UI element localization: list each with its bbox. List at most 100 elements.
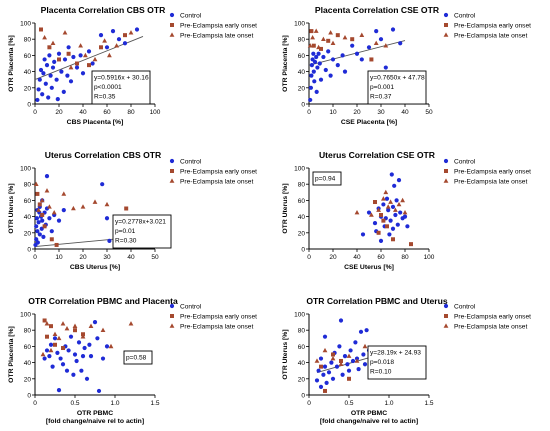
chart-panel-2: Placenta Correlation CSE OTR020406080100… <box>282 5 531 126</box>
y-tick-label: 60 <box>298 198 306 205</box>
x-tick-label: 1.5 <box>150 400 159 407</box>
data-point <box>128 30 134 35</box>
stats-text: p=0.01 <box>115 228 136 235</box>
data-point <box>104 201 110 207</box>
series-triangle <box>307 28 389 50</box>
data-point <box>53 342 57 347</box>
data-point <box>50 364 55 369</box>
data-point <box>40 212 45 217</box>
legend-label: Pre-Eclampsia late onset <box>454 179 527 186</box>
y-tick-label: 20 <box>24 85 32 92</box>
data-point <box>48 347 54 353</box>
stats-text: p=0.018 <box>370 359 394 366</box>
x-tick-label: 20 <box>79 254 87 261</box>
chart-panel-5: OTR Correlation PBMC and Placenta 0 20 40 60… <box>8 296 257 425</box>
data-point <box>114 43 119 48</box>
data-point <box>316 51 321 56</box>
data-point <box>350 43 355 48</box>
data-point <box>47 53 52 58</box>
legend: Control Pre-Eclampsia early onset Pre-Ecla… <box>169 158 257 186</box>
data-point <box>322 347 328 353</box>
data-point <box>55 97 60 102</box>
data-point <box>398 41 403 46</box>
legend-marker <box>444 169 448 173</box>
legend-marker <box>170 314 174 318</box>
data-point <box>314 89 319 94</box>
data-point <box>390 204 396 209</box>
legend-label: Control <box>180 304 202 311</box>
data-point <box>369 212 374 217</box>
data-point <box>37 202 42 207</box>
data-point <box>104 344 110 349</box>
data-point <box>35 191 40 196</box>
y-axis-label: OTR Uterus [%] <box>282 183 289 233</box>
data-point <box>366 45 372 50</box>
y-tick-label: 0 <box>27 393 31 400</box>
y-tick-label: 80 <box>298 182 306 189</box>
data-point <box>55 350 60 355</box>
data-point <box>314 54 319 60</box>
data-point <box>122 41 128 46</box>
legend-marker <box>443 323 449 328</box>
data-point <box>78 43 83 48</box>
data-point <box>362 362 368 367</box>
stats-text: p=0.58 <box>126 355 147 362</box>
data-point <box>40 218 45 223</box>
chart-title: OTR Correlation PBMC and Uterus <box>306 296 448 306</box>
y-axis-label: OTR Placenta [%] <box>8 326 15 383</box>
data-point <box>79 368 84 373</box>
x-tick-label: 60 <box>377 254 385 261</box>
data-point <box>65 73 70 78</box>
data-point <box>383 43 389 48</box>
data-point <box>376 207 381 212</box>
data-point <box>74 358 79 364</box>
data-point <box>381 218 386 223</box>
series-triangle <box>354 189 408 217</box>
data-point <box>354 209 360 215</box>
stats-box <box>91 70 151 105</box>
y-tick-label: 60 <box>298 53 306 60</box>
y-tick-label: 80 <box>298 328 306 335</box>
data-point <box>47 204 52 209</box>
data-point <box>38 67 44 73</box>
x-tick-label: 20 <box>329 254 337 261</box>
y-tick-label: 0 <box>27 247 31 254</box>
data-point <box>66 348 71 353</box>
data-point <box>323 388 327 393</box>
data-point <box>47 216 52 221</box>
data-point <box>39 27 43 32</box>
data-point <box>321 54 326 60</box>
data-point <box>391 237 395 242</box>
chart-panel-1: Placenta Correlation CBS OTR 0 20 40 60 80 100… <box>8 5 257 126</box>
data-point <box>51 209 57 215</box>
y-tick-label: 40 <box>24 69 32 76</box>
data-point <box>361 352 366 357</box>
data-point <box>49 324 53 329</box>
data-point <box>388 199 393 204</box>
legend-label: Pre-Eclampsia late onset <box>180 33 253 40</box>
series-circle <box>33 174 112 248</box>
legend-marker <box>169 158 175 164</box>
x-tick-label: 0 <box>33 109 37 116</box>
data-point <box>84 376 90 381</box>
x-tick-label: 10 <box>329 109 337 116</box>
data-point <box>58 356 63 361</box>
data-point <box>64 368 70 373</box>
y-tick-label: 40 <box>24 360 32 367</box>
data-point <box>123 33 127 38</box>
data-point <box>322 334 328 339</box>
data-point <box>104 45 110 50</box>
data-point <box>62 57 68 62</box>
stats-text: y=0.2778x+3.021 <box>115 219 166 226</box>
legend-marker <box>443 303 449 309</box>
data-point <box>405 224 410 229</box>
x-tick-label: 0.5 <box>344 400 353 407</box>
data-point <box>68 334 74 339</box>
series-square <box>39 27 127 68</box>
data-point <box>378 238 384 243</box>
y-tick-label: 40 <box>298 69 306 76</box>
data-point <box>390 27 396 32</box>
data-point <box>378 37 384 42</box>
data-point <box>374 29 379 34</box>
data-point <box>42 34 47 40</box>
